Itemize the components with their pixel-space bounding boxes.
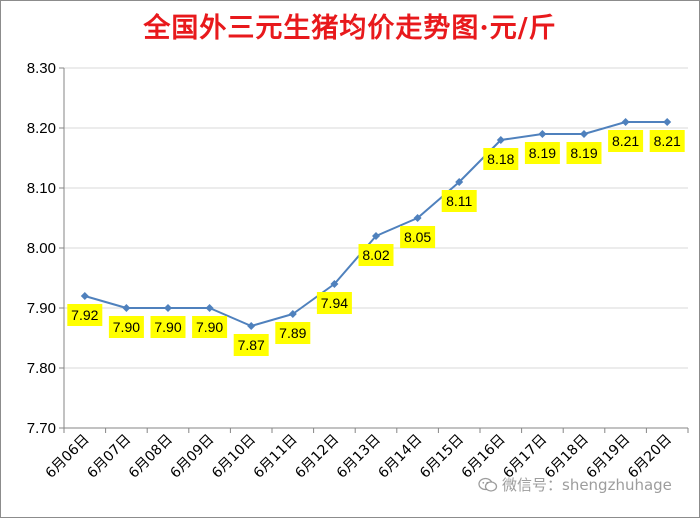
x-tick-label: 6月14日 [375,432,425,482]
gridlines [64,67,688,429]
data-label-box [67,304,103,326]
axes [59,67,689,433]
data-label-box [275,322,311,344]
wechat-icon [478,477,498,492]
data-label: 7.90 [196,319,223,335]
data-label-box [150,316,186,338]
data-label: 7.87 [238,337,265,353]
data-point [205,304,214,312]
y-tick-label: 7.70 [27,420,56,437]
data-point [330,280,339,288]
x-tick-label: 6月12日 [292,432,342,482]
data-label-box [524,142,560,164]
y-tick-label: 8.10 [27,180,56,197]
x-tick-label: 6月08日 [126,432,176,482]
data-label-box [233,334,269,356]
data-label-box [358,244,394,266]
series-points [80,118,672,330]
y-tick-label: 8.00 [27,240,56,257]
watermark: 微信号：shengzhuhage [478,474,672,495]
data-label-box [649,130,685,152]
data-point [621,118,630,126]
data-point [372,232,380,240]
data-labels: 7.92 7.90 7.90 7.90 7.87 7.89 7.94 8.02 8.05 8.11… [67,130,685,356]
y-tick-label: 8.30 [27,60,56,77]
y-tick-label: 7.90 [27,300,56,317]
data-label: 8.18 [487,151,514,167]
x-tick-label: 6月06日 [43,432,93,482]
data-label: 7.94 [321,295,348,311]
data-point [247,322,256,330]
data-point [538,130,547,138]
data-label: 7.90 [113,319,140,335]
data-label: 8.19 [529,145,556,161]
data-label-box [608,130,644,152]
data-label: 7.90 [154,319,181,335]
y-tick-label: 7.80 [27,360,56,377]
x-tick-label: 6月11日 [251,432,301,482]
data-label: 7.89 [279,325,306,341]
data-point [288,310,297,318]
data-label: 8.19 [570,145,597,161]
x-tick-label: 6月09日 [167,432,217,482]
data-label: 8.11 [446,193,472,209]
data-label: 8.21 [654,133,681,149]
data-point [413,214,422,222]
y-tick-labels: 7.70 7.80 7.90 8.00 8.10 8.20 8.30 [27,60,56,437]
data-label: 8.05 [404,229,431,245]
data-label-box [483,148,519,170]
watermark-text: 微信号：shengzhuhage [502,476,672,494]
data-label: 8.02 [362,247,389,263]
data-label-box [316,292,352,314]
data-label-box [441,190,477,212]
data-label-box [400,226,436,248]
data-point [455,178,464,186]
data-label-box [108,316,144,338]
x-tick-label: 6月15日 [417,432,467,482]
data-label-box [192,316,228,338]
x-tick-label: 6月10日 [209,432,259,482]
data-point [580,130,588,138]
x-tick-label: 6月13日 [334,432,384,482]
data-label: 8.21 [612,133,639,149]
chart-title: 全国外三元生猪均价走势图·元/斤 [143,13,557,44]
data-point [496,136,505,144]
data-point [663,118,672,126]
data-point [80,292,89,300]
data-label: 7.92 [71,307,98,323]
data-point [164,304,172,312]
data-label-box [566,142,602,164]
y-tick-label: 8.20 [27,120,56,137]
x-tick-label: 6月07日 [84,432,134,482]
data-point [122,304,131,312]
